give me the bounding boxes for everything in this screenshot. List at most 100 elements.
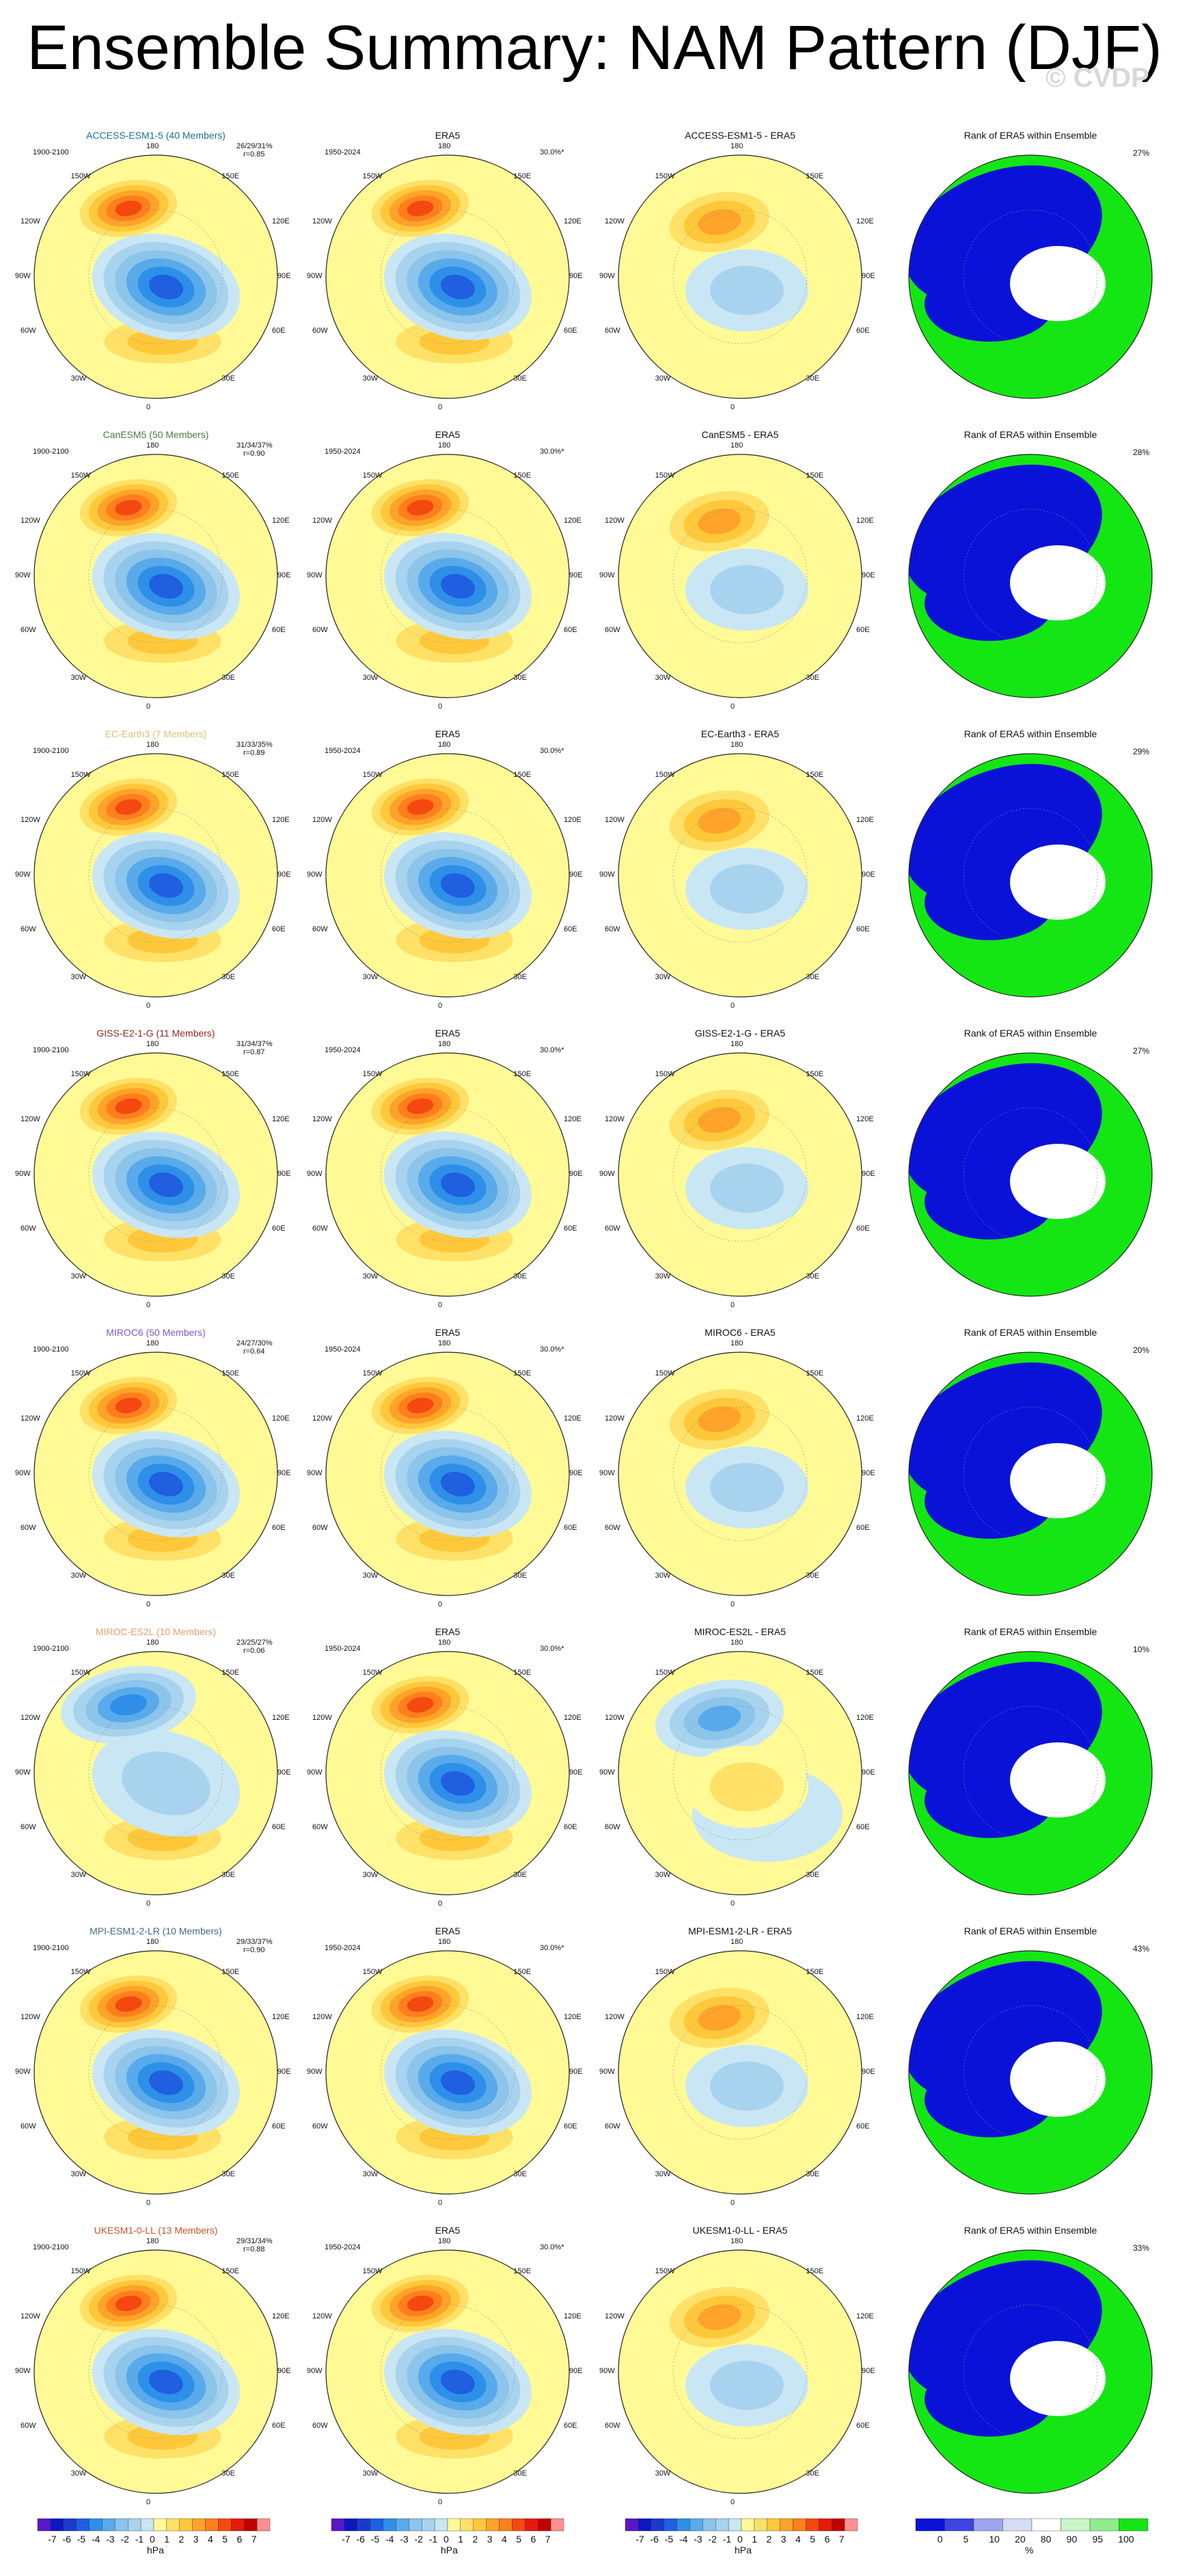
contour-blob xyxy=(110,1694,147,1716)
lon-label: 0 xyxy=(730,1900,735,1908)
lon-label: 90W xyxy=(307,2367,323,2375)
era5-pct: 30.0%* xyxy=(540,1944,564,1952)
contour-blob xyxy=(710,1463,784,1512)
rank-title: Rank of ERA5 within Ensemble xyxy=(964,1327,1097,1338)
model-correlation: r=0.90 xyxy=(243,450,265,458)
contour-blob xyxy=(698,1705,741,1731)
colorbar-tick: -7 xyxy=(636,2534,644,2545)
contour-blob xyxy=(407,2295,434,2312)
colorbar-tick: 10 xyxy=(989,2534,1000,2545)
rank-title: Rank of ERA5 within Ensemble xyxy=(964,429,1097,440)
lon-label: 60E xyxy=(272,1224,286,1233)
polar-map xyxy=(908,1052,1153,1297)
era5-pct: 30.0%* xyxy=(540,2243,564,2251)
contour-blob xyxy=(115,499,142,516)
colorbar-hpa xyxy=(37,2518,271,2532)
colorbar-tick: 6 xyxy=(824,2534,830,2545)
map-border xyxy=(618,1352,862,1596)
rank-title: Rank of ERA5 within Ensemble xyxy=(964,1626,1097,1637)
lon-label: 150W xyxy=(70,1968,91,1977)
lon-label: 90E xyxy=(862,272,875,280)
lon-label: 60W xyxy=(20,925,36,934)
lon-label: 30E xyxy=(513,1272,527,1280)
polar-map xyxy=(908,1950,1153,2195)
colorbar-swatch xyxy=(1002,2518,1033,2532)
lon-label: 150W xyxy=(362,1968,383,1977)
lon-label: 150E xyxy=(513,1070,532,1079)
colorbar-tick: -6 xyxy=(356,2534,365,2545)
lon-label: 60W xyxy=(312,327,328,335)
lon-label: 150W xyxy=(655,1669,675,1677)
lon-label: 120E xyxy=(856,1414,874,1423)
colorbar-swatch xyxy=(651,2518,664,2532)
map-border xyxy=(33,1950,278,2195)
lon-label: 0 xyxy=(730,2498,735,2506)
polar-map xyxy=(618,154,862,399)
lon-label: 150W xyxy=(362,1369,383,1378)
colorbar-tick: 1 xyxy=(752,2534,758,2545)
lon-label: 60E xyxy=(564,626,577,635)
lon-label: 90W xyxy=(599,1768,615,1777)
colorbar-swatch xyxy=(192,2518,206,2532)
colorbar-tick: 3 xyxy=(193,2534,199,2545)
lon-label: 60E xyxy=(856,626,870,635)
lon-label: 30E xyxy=(806,1870,819,1879)
lon-label: 30W xyxy=(70,1571,87,1580)
contour-blob xyxy=(115,799,142,815)
lon-label: 150W xyxy=(655,1369,675,1378)
rank-title: Rank of ERA5 within Ensemble xyxy=(964,2225,1097,2236)
contour-blob xyxy=(407,499,434,516)
rank-percent: 28% xyxy=(1133,448,1150,457)
lon-label: 0 xyxy=(146,1002,151,1010)
colorbar-swatch xyxy=(525,2518,538,2532)
lon-label: 60E xyxy=(856,1524,870,1533)
lon-label: 30E xyxy=(513,374,527,383)
colorbar-swatch xyxy=(499,2518,512,2532)
era5-title: ERA5 xyxy=(435,130,461,141)
diff-title: ACCESS-ESM1-5 - ERA5 xyxy=(685,130,795,141)
colorbar-swatch xyxy=(115,2518,128,2532)
contour-blob xyxy=(149,574,183,599)
latitude-circle xyxy=(380,2005,515,2140)
colorbar-swatch xyxy=(102,2518,115,2532)
lon-label: 150W xyxy=(70,1070,91,1079)
colorbar-units: % xyxy=(1025,2545,1034,2556)
lon-label: 90E xyxy=(569,571,583,579)
lon-label: 180 xyxy=(438,441,451,450)
polar-map xyxy=(325,1651,570,1895)
colorbar-tick: -2 xyxy=(120,2534,129,2545)
map-border xyxy=(618,154,862,399)
lon-label: 90W xyxy=(307,871,323,879)
colorbar-tick: 6 xyxy=(236,2534,243,2545)
map-border xyxy=(618,1651,862,1895)
map-border xyxy=(618,1052,862,1297)
map-border xyxy=(908,2249,1153,2494)
colorbar-tick: 2 xyxy=(472,2534,478,2545)
colorbar-tick: 4 xyxy=(502,2534,507,2545)
model-years: 1900-2100 xyxy=(33,148,69,156)
latitude-circle xyxy=(672,2304,808,2439)
contour-blob xyxy=(115,1397,142,1414)
model-correlation: r=0.90 xyxy=(243,1946,265,1954)
lon-label: 150E xyxy=(513,1369,532,1378)
lon-label: 120E xyxy=(564,2012,582,2021)
colorbar-swatch xyxy=(76,2518,90,2532)
colorbar-hpa xyxy=(331,2518,564,2532)
lon-label: 60W xyxy=(20,1823,36,1832)
colorbar-tick: -4 xyxy=(92,2534,100,2545)
lon-label: 30W xyxy=(70,673,87,682)
lon-label: 90E xyxy=(569,1469,583,1477)
lon-label: 60W xyxy=(312,1524,328,1533)
lon-label: 150E xyxy=(221,2267,240,2276)
polar-map xyxy=(33,1651,278,1895)
colorbar-swatch xyxy=(256,2518,271,2532)
lon-label: 150W xyxy=(70,471,91,480)
contour-blob xyxy=(441,2370,475,2394)
lon-label: 150W xyxy=(70,771,91,780)
model-years: 1900-2100 xyxy=(33,1345,69,1354)
rank-title: Rank of ERA5 within Ensemble xyxy=(964,728,1097,739)
latitude-circle xyxy=(672,2005,808,2140)
lon-label: 30W xyxy=(70,1870,87,1879)
lon-label: 150W xyxy=(70,1369,91,1378)
colorbar-tick: 0 xyxy=(150,2534,155,2545)
